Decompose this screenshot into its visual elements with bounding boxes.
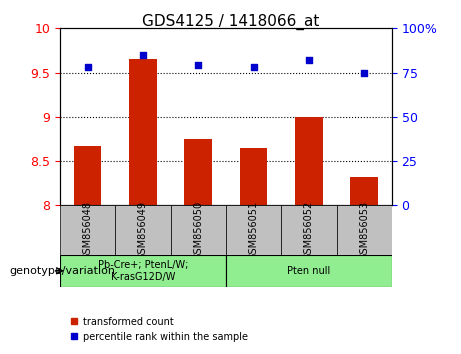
Bar [129,59,157,205]
FancyBboxPatch shape [337,205,392,255]
Text: GDS4125 / 1418066_at: GDS4125 / 1418066_at [142,14,319,30]
FancyBboxPatch shape [226,205,281,255]
Text: GSM856049: GSM856049 [138,201,148,259]
Text: GSM856052: GSM856052 [304,200,314,260]
FancyBboxPatch shape [60,255,226,287]
FancyBboxPatch shape [226,255,392,287]
Point [139,52,147,58]
Legend: transformed count, percentile rank within the sample: transformed count, percentile rank withi… [65,313,252,346]
Bar [184,139,212,205]
FancyBboxPatch shape [171,205,226,255]
Point [361,70,368,75]
FancyBboxPatch shape [281,205,337,255]
Text: GSM856053: GSM856053 [359,200,369,260]
Bar [295,117,323,205]
Point [305,57,313,63]
Text: Pb-Cre+; PtenL/W;
K-rasG12D/W: Pb-Cre+; PtenL/W; K-rasG12D/W [98,260,188,282]
Point [84,64,91,70]
Text: Pten null: Pten null [287,266,331,276]
Bar [350,177,378,205]
Point [195,63,202,68]
Text: genotype/variation: genotype/variation [9,266,115,276]
Bar [240,148,267,205]
Text: GSM856048: GSM856048 [83,201,93,259]
FancyBboxPatch shape [115,205,171,255]
FancyBboxPatch shape [60,205,115,255]
Bar [74,146,101,205]
Point [250,64,257,70]
Text: GSM856051: GSM856051 [248,200,259,260]
Text: GSM856050: GSM856050 [193,200,203,260]
